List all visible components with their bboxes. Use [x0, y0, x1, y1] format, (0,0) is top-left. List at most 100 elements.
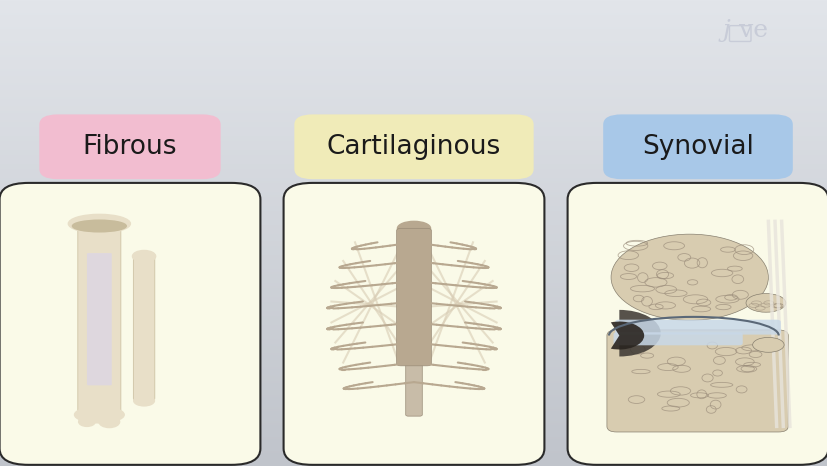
Bar	[0, 417, 827, 419]
Bar	[0, 352, 827, 354]
Ellipse shape	[74, 406, 124, 423]
Bar	[0, 301, 827, 303]
Bar	[0, 54, 827, 56]
Bar	[0, 151, 827, 154]
Bar	[0, 135, 827, 137]
Bar	[0, 329, 827, 331]
Bar	[0, 61, 827, 63]
Bar	[0, 44, 827, 47]
Bar	[0, 254, 827, 256]
Bar	[0, 380, 827, 382]
Ellipse shape	[397, 221, 430, 235]
Bar	[0, 436, 827, 438]
Ellipse shape	[132, 251, 155, 262]
Bar	[0, 394, 827, 396]
Bar	[0, 422, 827, 424]
Bar	[0, 140, 827, 142]
Bar	[0, 366, 827, 368]
Bar	[0, 35, 827, 37]
Bar	[0, 84, 827, 86]
Bar	[0, 149, 827, 151]
FancyBboxPatch shape	[405, 227, 422, 416]
Bar	[0, 110, 827, 112]
Bar	[0, 354, 827, 356]
Bar	[0, 9, 827, 12]
Bar	[0, 305, 827, 308]
Bar	[0, 65, 827, 68]
Bar	[0, 284, 827, 287]
Bar	[0, 377, 827, 380]
Bar	[0, 40, 827, 42]
Bar	[0, 33, 827, 35]
Bar	[0, 384, 827, 387]
Bar	[0, 142, 827, 144]
Bar	[0, 391, 827, 394]
Bar	[0, 186, 827, 189]
Bar	[0, 224, 827, 226]
Bar	[0, 438, 827, 440]
Bar	[0, 389, 827, 391]
Bar	[0, 37, 827, 40]
Bar	[0, 303, 827, 305]
Bar	[0, 266, 827, 268]
FancyBboxPatch shape	[613, 332, 742, 345]
Bar	[0, 21, 827, 23]
Bar	[0, 343, 827, 345]
Bar	[0, 128, 827, 130]
Bar	[0, 256, 827, 259]
Bar	[0, 98, 827, 100]
Bar	[0, 196, 827, 198]
Bar	[0, 16, 827, 19]
Text: Synovial: Synovial	[641, 134, 753, 160]
Bar	[0, 79, 827, 82]
Bar	[0, 347, 827, 350]
Bar	[0, 5, 827, 7]
Bar	[0, 175, 827, 177]
Bar	[0, 252, 827, 254]
Bar	[0, 91, 827, 93]
Bar	[0, 112, 827, 114]
Bar	[0, 259, 827, 261]
Bar	[0, 370, 827, 373]
Bar	[0, 410, 827, 412]
Bar	[0, 459, 827, 461]
Bar	[0, 72, 827, 75]
Bar	[0, 277, 827, 280]
Bar	[0, 312, 827, 315]
Ellipse shape	[68, 214, 130, 233]
Ellipse shape	[73, 220, 126, 232]
Bar	[0, 226, 827, 228]
Bar	[0, 130, 827, 133]
FancyBboxPatch shape	[606, 330, 787, 432]
Bar	[0, 419, 827, 422]
FancyBboxPatch shape	[0, 183, 260, 465]
Bar	[0, 415, 827, 417]
Bar	[0, 336, 827, 338]
Bar	[0, 361, 827, 363]
Bar	[0, 165, 827, 168]
Ellipse shape	[745, 294, 785, 312]
Bar	[0, 331, 827, 333]
Bar	[0, 440, 827, 443]
Bar	[0, 443, 827, 445]
Bar	[0, 19, 827, 21]
Bar	[0, 193, 827, 196]
Bar	[0, 324, 827, 326]
Bar	[0, 396, 827, 398]
Bar	[0, 156, 827, 158]
Bar	[0, 28, 827, 30]
Bar	[0, 228, 827, 231]
Bar	[0, 172, 827, 175]
Bar	[0, 116, 827, 119]
Bar	[0, 235, 827, 238]
Bar	[0, 107, 827, 110]
Bar	[0, 68, 827, 70]
Bar	[0, 119, 827, 121]
FancyBboxPatch shape	[133, 257, 155, 400]
Bar	[0, 245, 827, 247]
Bar	[0, 412, 827, 415]
Bar	[0, 144, 827, 147]
Text: j: j	[721, 19, 729, 42]
Bar	[0, 310, 827, 312]
Bar	[0, 207, 827, 210]
